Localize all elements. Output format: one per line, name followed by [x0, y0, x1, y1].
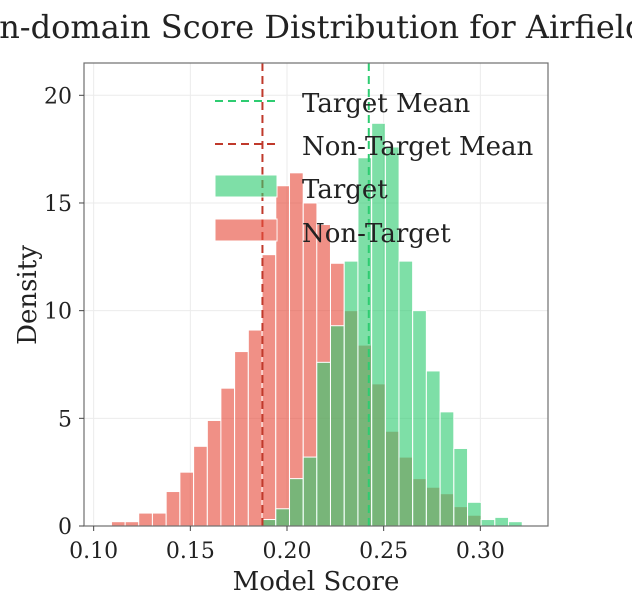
x-tick-label-2: 0.20: [263, 539, 312, 564]
x-axis-ticks: 0.10 0.15 0.20 0.25 0.30: [69, 526, 505, 564]
x-axis-label: Model Score: [233, 567, 400, 597]
target-bar-13: [439, 411, 455, 527]
legend-label-non-target: Non-Target: [302, 219, 451, 249]
y-tick-label-3: 15: [44, 192, 72, 217]
target-bar-11: [412, 310, 427, 527]
target-bar-4: [316, 361, 331, 527]
x-tick-label-4: 0.30: [456, 539, 505, 564]
target-bar-14: [453, 447, 469, 527]
target-bar-16: [480, 519, 496, 527]
y-tick-label-2: 10: [44, 300, 72, 325]
non-target-bar-9: [234, 351, 249, 527]
non-target-bar-6: [193, 445, 208, 527]
target-bar-12: [425, 370, 441, 527]
legend: Target Mean Non-Target Mean Target Non-Targ…: [214, 89, 534, 249]
plot-frame: [83, 62, 549, 527]
target-bar-2: [289, 478, 304, 527]
non-target-bar-11: [261, 254, 277, 527]
non-target-bar-4: [165, 491, 181, 527]
target-bar-15: [467, 501, 482, 527]
non-target-bar-3: [151, 512, 167, 527]
legend-swatch-non-target: [214, 218, 278, 242]
y-axis-ticks: 0 5 10 15 20: [44, 84, 84, 540]
y-tick-label-1: 5: [58, 407, 72, 432]
non-target-bar-10: [247, 329, 263, 527]
x-tick-label-3: 0.25: [359, 539, 408, 564]
non-target-bar-7: [206, 419, 222, 527]
non-target-bar-5: [179, 471, 195, 527]
legend-label-target-mean: Target Mean: [302, 89, 471, 119]
target-bar-0: [261, 519, 277, 527]
target-bar-10: [398, 260, 414, 527]
y-tick-label-0: 0: [58, 515, 72, 540]
y-axis-label: Density: [13, 245, 43, 345]
target-bar-5: [330, 325, 345, 527]
chart-title: In-domain Score Distribution for Airfiel…: [0, 8, 632, 46]
legend-swatch-target: [214, 174, 278, 198]
target-bar-17: [494, 516, 510, 527]
non-target-bar-0: [110, 521, 126, 527]
x-tick-label-1: 0.15: [166, 539, 215, 564]
non-target-bar-2: [138, 512, 153, 527]
target-bar-1: [275, 508, 290, 527]
non-target-bar-8: [220, 387, 236, 527]
legend-label-target: Target: [302, 175, 388, 205]
target-bar-6: [343, 260, 359, 527]
x-tick-label-0: 0.10: [69, 539, 118, 564]
legend-label-non-target-mean: Non-Target Mean: [302, 132, 534, 162]
target-bar-3: [302, 456, 318, 527]
non-target-bar-12: [275, 185, 290, 527]
non-target-bar-1: [124, 521, 140, 527]
target-bar-18: [508, 521, 523, 527]
y-tick-label-4: 20: [44, 84, 72, 109]
